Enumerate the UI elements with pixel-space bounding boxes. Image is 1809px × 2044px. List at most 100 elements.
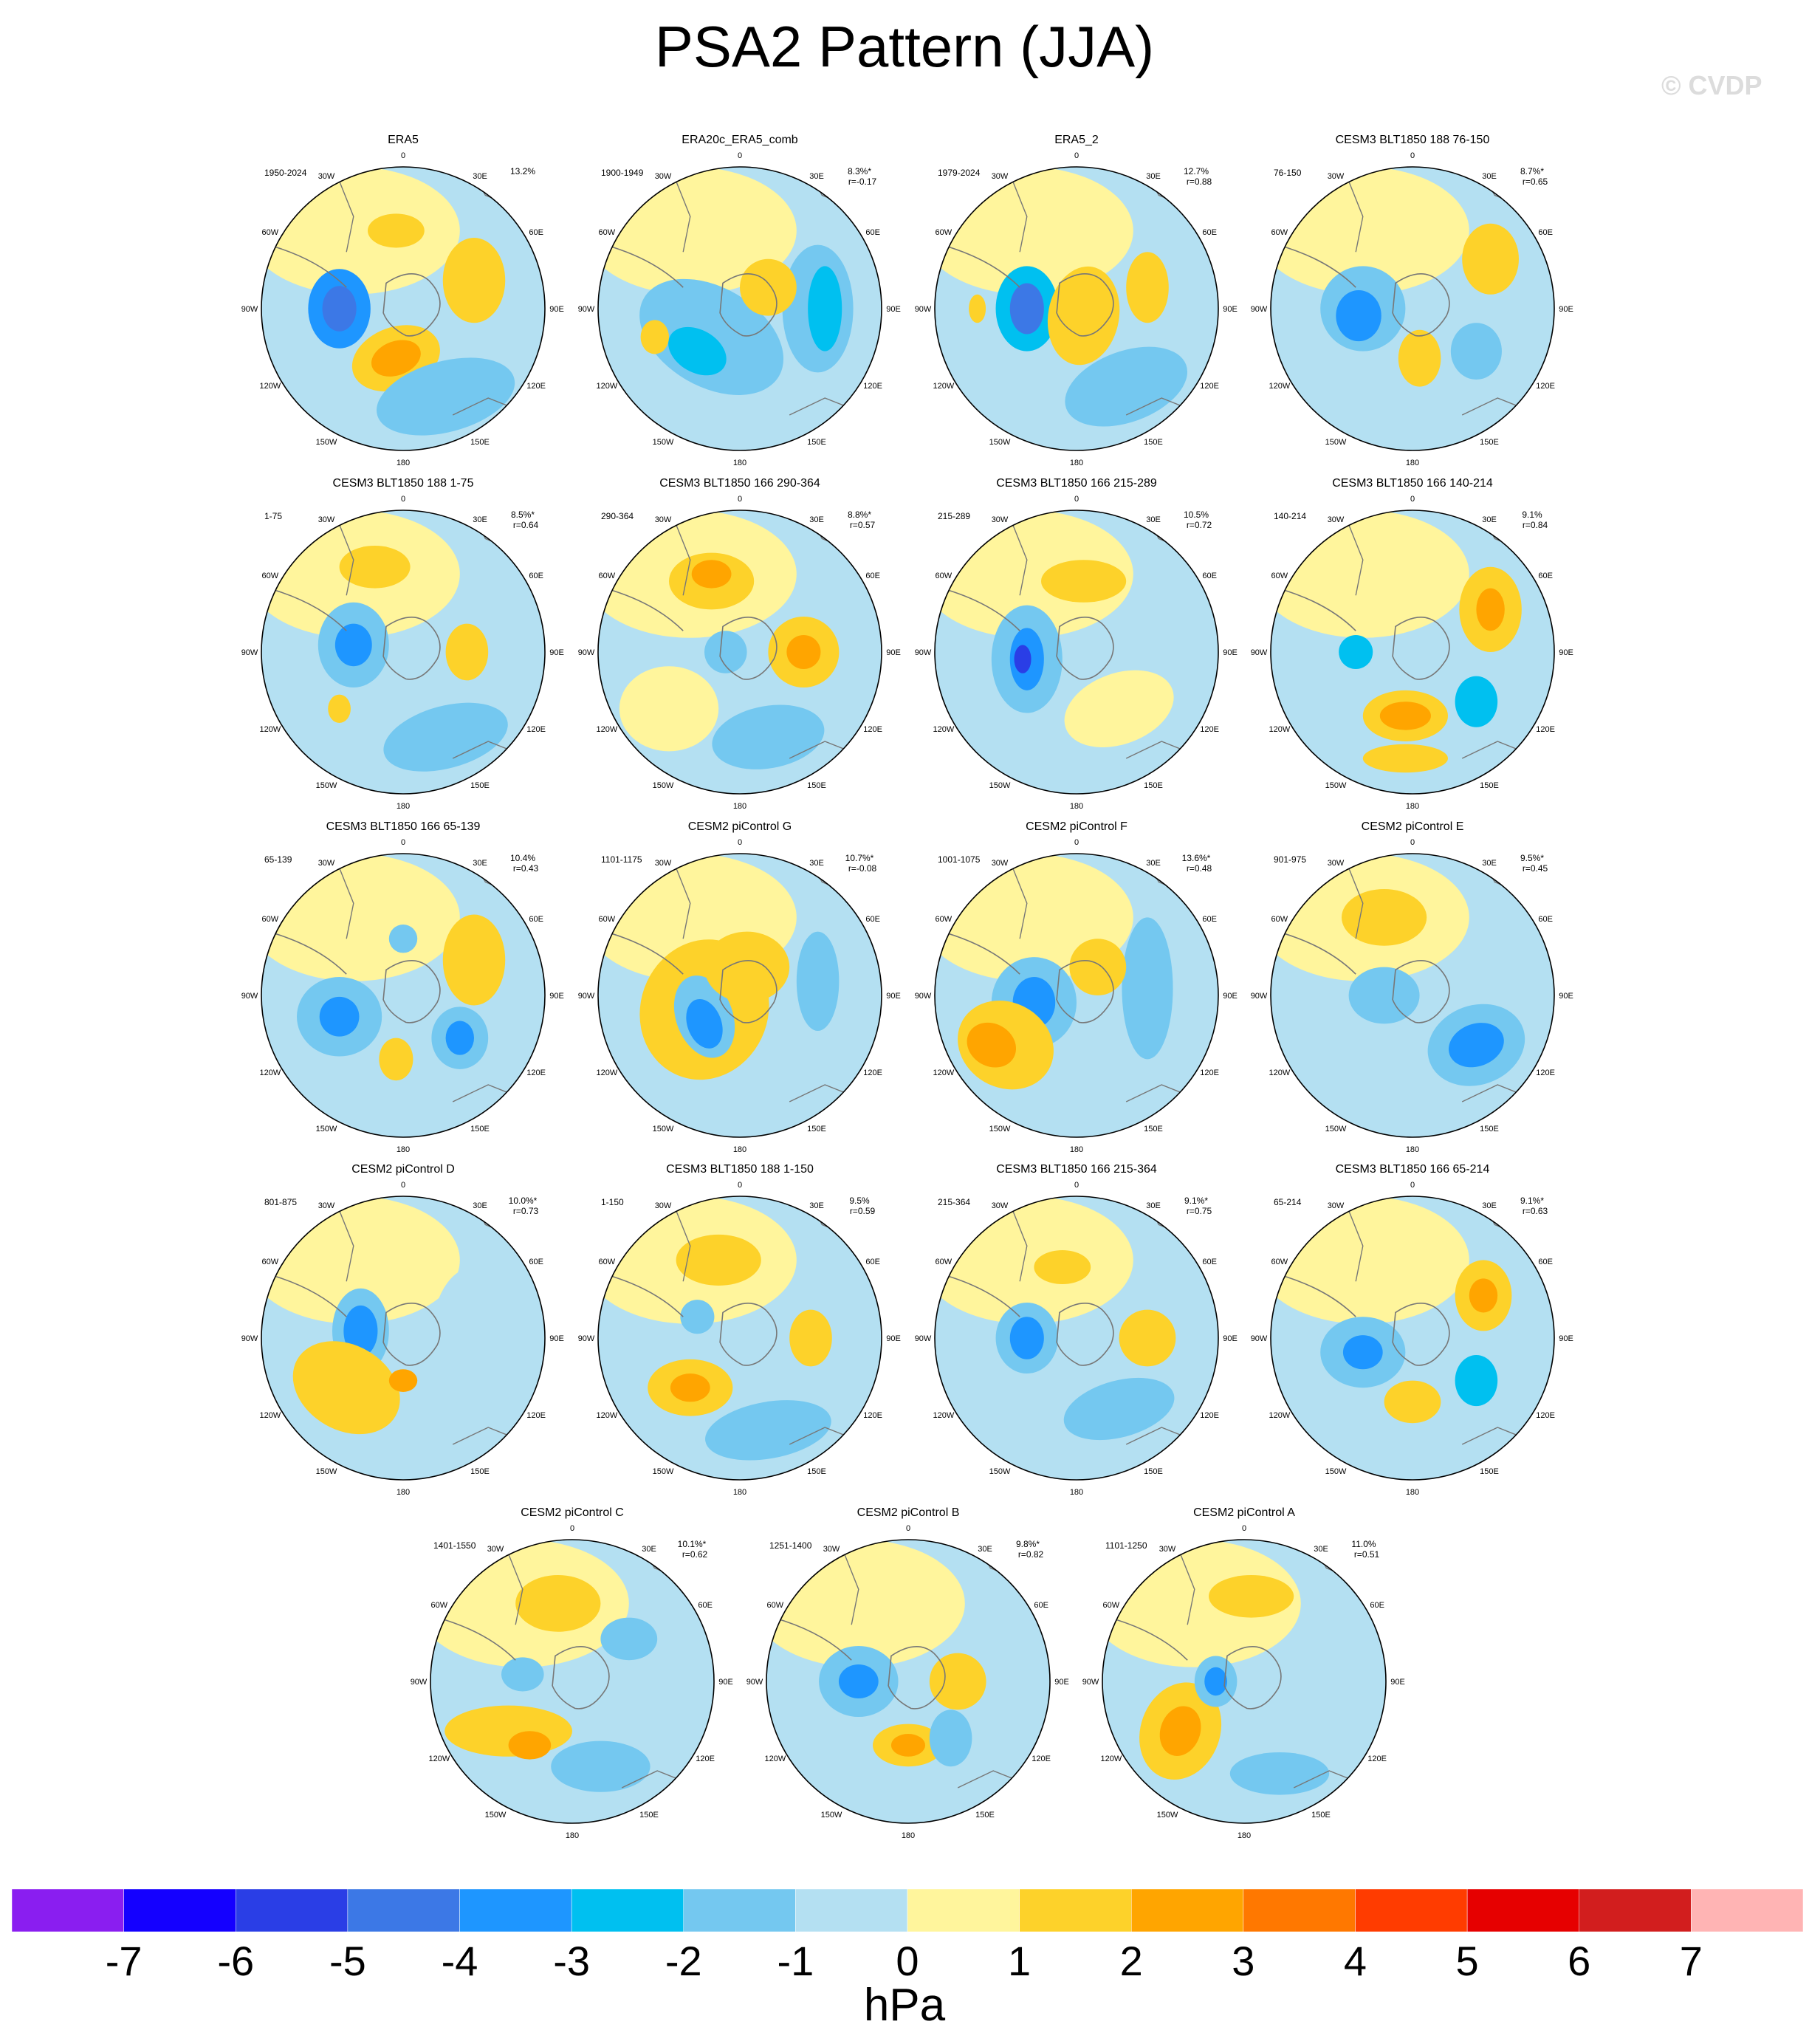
anomaly-region <box>388 1369 418 1392</box>
longitude-label: 120E <box>1200 382 1219 391</box>
panel-years: 1900-1949 <box>601 168 644 178</box>
anomaly-region <box>501 1657 544 1692</box>
longitude-label: 180 <box>1406 1145 1419 1154</box>
panel-years: 1950-2024 <box>264 168 307 178</box>
panel-years: 215-289 <box>938 511 970 521</box>
longitude-label: 90W <box>241 1334 258 1343</box>
longitude-label: 120W <box>933 1069 954 1077</box>
anomaly-region <box>1271 1196 1469 1324</box>
longitude-label: 60E <box>1202 228 1217 237</box>
longitude-label: 150W <box>653 1467 674 1476</box>
longitude-label: 30W <box>487 1545 504 1554</box>
anomaly-region <box>334 623 372 667</box>
antarctica-coastline <box>1056 1303 1114 1366</box>
longitude-label: 90E <box>886 992 901 1001</box>
colorbar-tick-label: -5 <box>329 1938 366 1979</box>
longitude-label: 150E <box>975 1811 995 1820</box>
longitude-label: 0 <box>906 1524 910 1533</box>
longitude-label: 90E <box>1223 1334 1238 1343</box>
longitude-label: 90E <box>886 1334 901 1343</box>
longitude-label: 120W <box>596 725 617 734</box>
anomaly-region <box>328 694 351 723</box>
longitude-label: 120E <box>863 725 882 734</box>
continent-coastline <box>1012 867 1028 939</box>
anomaly-region <box>1455 676 1498 727</box>
longitude-label: 180 <box>1406 1488 1419 1497</box>
longitude-label: 30W <box>823 1545 840 1554</box>
panel-title: CESM3 BLT1850 188 1-150 <box>666 1163 814 1176</box>
longitude-label: 150W <box>821 1811 842 1820</box>
anomaly-region <box>379 1038 413 1081</box>
longitude-label: 60E <box>529 1258 543 1266</box>
anomaly-region <box>1047 266 1120 366</box>
anomaly-region <box>442 238 506 323</box>
longitude-label: 90E <box>549 305 564 314</box>
south-america-coastline <box>605 930 684 975</box>
panel-correlation: r=0.51 <box>1354 1549 1380 1560</box>
continent-coastline <box>1012 180 1028 253</box>
map-panel: ERA20c_ERA5_comb 1900-1949 8.3%*r=-0.17 0 30… <box>578 134 901 467</box>
panel-variance-pct: 8.7%* <box>1520 166 1544 176</box>
anomaly-region <box>1119 1309 1176 1367</box>
colorbar-swatch <box>683 1888 796 1932</box>
longitude-label: 60E <box>1202 1258 1217 1266</box>
map-panel: ERA5_2 1979-2024 12.7%r=0.88 0 30E 60E 90E 120E… <box>915 134 1238 467</box>
longitude-label: 60E <box>1202 915 1217 924</box>
colorbar-swatch <box>907 1888 1020 1932</box>
anomaly-region <box>1271 510 1469 638</box>
longitude-label: 90W <box>241 648 258 657</box>
longitude-label: 60W <box>1271 572 1288 580</box>
panel-variance-pct: 8.3%* <box>848 166 871 176</box>
longitude-label: 120W <box>933 725 954 734</box>
anomaly-region <box>619 666 719 752</box>
longitude-label: 120W <box>259 382 281 391</box>
map-panel: CESM2 piControl E 901-975 9.5%*r=0.45 0 30E 6… <box>1251 820 1573 1154</box>
longitude-label: 90W <box>915 648 932 657</box>
longitude-label: 120E <box>1200 1411 1219 1420</box>
panel-correlation: r=0.64 <box>513 520 539 530</box>
anomaly-region <box>890 1734 926 1757</box>
longitude-label: 60W <box>262 228 279 237</box>
map-panel: CESM2 piControl A 1101-1250 11.0%r=0.51 0 30… <box>1082 1506 1405 1840</box>
longitude-label: 90W <box>915 992 932 1001</box>
anomaly-region <box>967 1022 1017 1068</box>
panel-years: 215-364 <box>938 1197 970 1207</box>
longitude-label: 150E <box>1144 781 1163 790</box>
longitude-label: 150W <box>1325 781 1347 790</box>
longitude-label: 90W <box>915 1334 932 1343</box>
longitude-label: 30E <box>1146 515 1161 524</box>
longitude-label: 90W <box>915 305 932 314</box>
longitude-label: 30W <box>655 1201 672 1210</box>
antarctica-coastline <box>1056 960 1114 1023</box>
anomaly-region <box>670 1373 710 1402</box>
longitude-label: 60E <box>529 228 543 237</box>
longitude-label: 90W <box>1082 1678 1099 1687</box>
south-america-coastline <box>268 930 347 975</box>
longitude-label: 30E <box>1146 172 1161 181</box>
longitude-label: 60W <box>599 228 616 237</box>
longitude-label: 120E <box>863 1411 882 1420</box>
colorbar-swatch <box>1355 1888 1468 1932</box>
map-panel: CESM2 piControl D 801-875 10.0%*r=0.73 0 30E… <box>241 1163 564 1497</box>
anomaly-region <box>796 931 840 1032</box>
longitude-label: 120W <box>1269 1069 1290 1077</box>
longitude-label: 30W <box>1328 172 1345 181</box>
longitude-label: 90E <box>549 992 564 1001</box>
map-panel: CESM2 piControl F 1001-1075 13.6%*r=0.48 0 3… <box>915 820 1238 1154</box>
panel-variance-pct: 11.0% <box>1351 1539 1376 1549</box>
panel-variance-pct: 8.8%* <box>848 510 871 520</box>
panel-years: 1251-1400 <box>769 1540 812 1551</box>
anomaly-region <box>1034 1249 1091 1285</box>
longitude-label: 150E <box>1480 1125 1499 1134</box>
longitude-label: 180 <box>1070 802 1083 811</box>
panel-variance-pct: 9.1% <box>1522 510 1542 520</box>
anomaly-region <box>929 1709 972 1767</box>
longitude-label: 30E <box>809 515 824 524</box>
south-america-coastline <box>268 587 347 631</box>
map-border <box>1270 510 1555 795</box>
longitude-label: 60E <box>865 1258 880 1266</box>
longitude-label: 180 <box>397 802 410 811</box>
longitude-label: 120W <box>1100 1755 1122 1763</box>
longitude-label: 90E <box>886 305 901 314</box>
longitude-label: 150E <box>1144 1467 1163 1476</box>
